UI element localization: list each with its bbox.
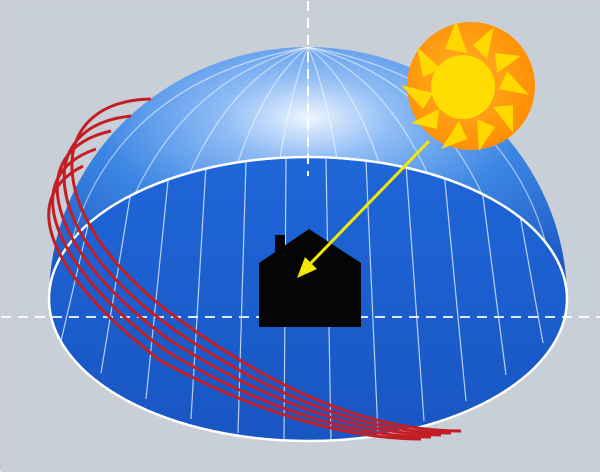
- sun-icon: [401, 21, 535, 151]
- sun-paths: [47, 97, 462, 441]
- sunlight-arrow: [297, 139, 431, 278]
- house-icon: [259, 229, 361, 327]
